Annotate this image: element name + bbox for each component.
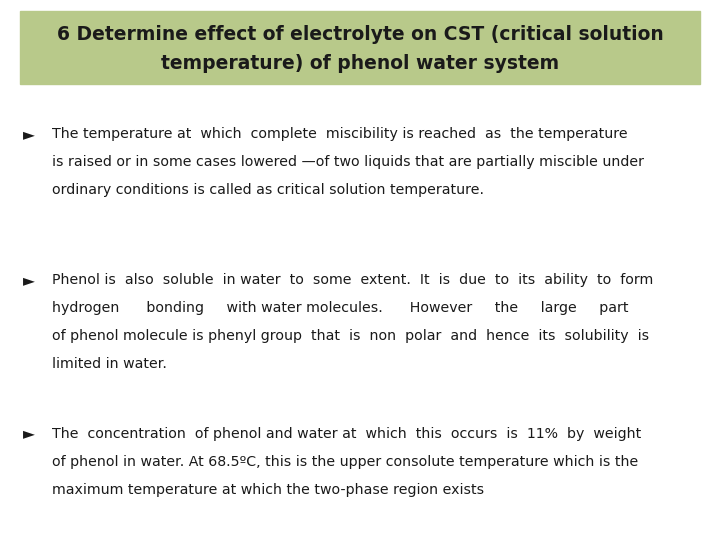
Text: limited in water.: limited in water. <box>52 357 167 371</box>
Text: of phenol molecule is phenyl group  that  is  non  polar  and  hence  its  solub: of phenol molecule is phenyl group that … <box>52 329 649 343</box>
Text: maximum temperature at which the two-phase region exists: maximum temperature at which the two-pha… <box>52 483 484 497</box>
Text: ►: ► <box>23 273 35 288</box>
Text: is raised or in some cases lowered —of two liquids that are partially miscible u: is raised or in some cases lowered —of t… <box>52 155 644 169</box>
Text: temperature) of phenol water system: temperature) of phenol water system <box>161 54 559 73</box>
Text: ►: ► <box>23 127 35 142</box>
Text: The temperature at  which  complete  miscibility is reached  as  the temperature: The temperature at which complete miscib… <box>52 127 627 141</box>
FancyBboxPatch shape <box>20 11 700 84</box>
Text: hydrogen      bonding     with water molecules.      However     the     large  : hydrogen bonding with water molecules. H… <box>52 301 629 315</box>
Text: ►: ► <box>23 427 35 442</box>
Text: Phenol is  also  soluble  in water  to  some  extent.  It  is  due  to  its  abi: Phenol is also soluble in water to some … <box>52 273 653 287</box>
Text: 6 Determine effect of electrolyte on CST (critical solution: 6 Determine effect of electrolyte on CST… <box>57 25 663 44</box>
Text: of phenol in water. At 68.5ºC, this is the upper consolute temperature which is : of phenol in water. At 68.5ºC, this is t… <box>52 455 638 469</box>
Text: ordinary conditions is called as critical solution temperature.: ordinary conditions is called as critica… <box>52 183 484 197</box>
Text: The  concentration  of phenol and water at  which  this  occurs  is  11%  by  we: The concentration of phenol and water at… <box>52 427 641 441</box>
